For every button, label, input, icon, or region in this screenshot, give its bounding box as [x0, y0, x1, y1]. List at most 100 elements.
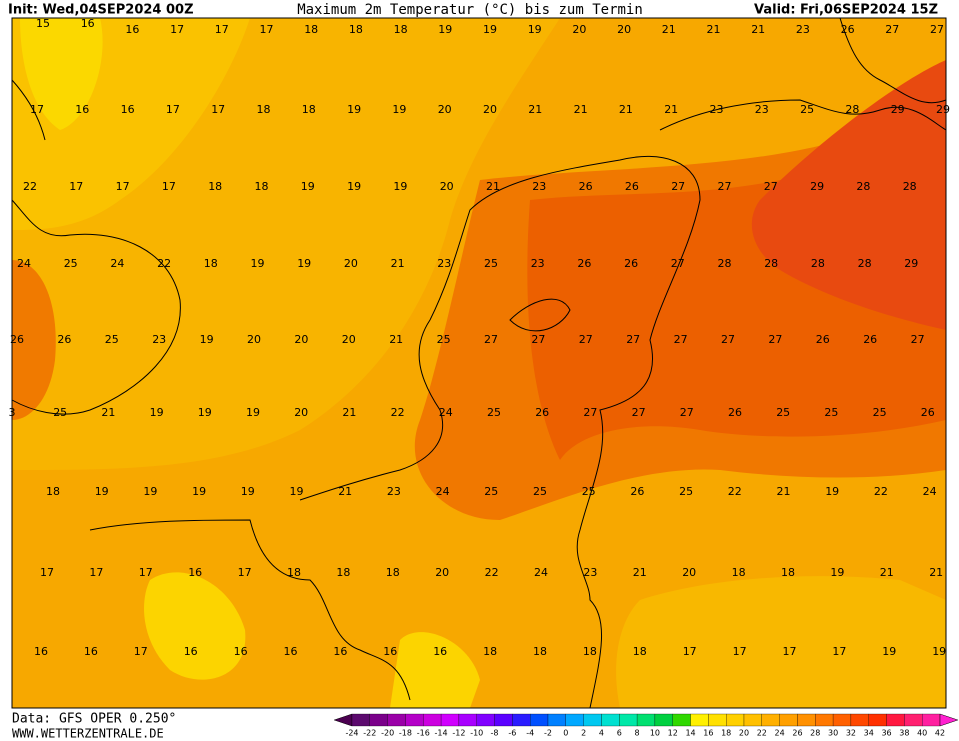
temperature-value: 17: [260, 23, 274, 36]
legend-box: [868, 713, 887, 727]
legend-tick-label: 14: [685, 729, 695, 738]
temperature-value: 27: [911, 333, 925, 346]
temperature-value: 26: [728, 406, 742, 419]
temperature-value: 27: [680, 406, 694, 419]
temperature-value: 16: [184, 645, 198, 658]
temperature-value: 28: [903, 180, 917, 193]
temperature-value: 17: [238, 566, 252, 579]
legend-box: [636, 713, 656, 727]
legend-box: [815, 713, 834, 727]
temperature-value: 17: [89, 566, 103, 579]
temperature-value: 26: [921, 406, 935, 419]
temperature-value: 18: [583, 645, 597, 658]
legend-tick-label: 6: [617, 729, 622, 738]
legend-box: [387, 713, 406, 727]
legend-box: [405, 713, 424, 727]
temperature-value: 17: [211, 103, 225, 116]
temperature-value: 21: [528, 103, 542, 116]
legend-tick-label: -18: [399, 729, 412, 738]
legend-tick-label: -14: [435, 729, 448, 738]
legend-tick-label: -20: [381, 729, 394, 738]
temperature-value: 29: [936, 103, 950, 116]
temperature-value: 26: [535, 406, 549, 419]
legend-tick-label: 8: [635, 729, 640, 738]
temperature-value: 20: [617, 23, 631, 36]
legend-tick-label: 40: [917, 729, 927, 738]
temperature-value: 22: [391, 406, 405, 419]
temperature-value: 16: [81, 17, 95, 30]
temperature-value: 18: [46, 485, 60, 498]
temperature-value: 17: [116, 180, 130, 193]
temperature-value: 21: [633, 566, 647, 579]
legend-tick-label: 10: [650, 729, 660, 738]
legend-tick-label: -6: [508, 729, 516, 738]
temperature-value: 17: [832, 645, 846, 658]
temperature-value: 16: [234, 645, 248, 658]
legend-tick-label: 24: [775, 729, 785, 738]
temperature-value: 21: [391, 257, 405, 270]
temperature-value: 21: [777, 485, 791, 498]
legend-box: [654, 713, 673, 727]
temperature-value: 18: [349, 23, 363, 36]
legend-arrow-high: [939, 713, 959, 727]
legend-tick-label: -22: [363, 729, 376, 738]
temperature-value: 19: [301, 180, 315, 193]
temperature-value: 28: [856, 180, 870, 193]
temperature-value: 20: [294, 406, 308, 419]
temperature-value: 19: [290, 485, 304, 498]
temperature-value: 16: [333, 645, 347, 658]
legend-tick-label: -2: [544, 729, 552, 738]
temperature-value: 19: [347, 103, 361, 116]
temperature-value: 27: [671, 180, 685, 193]
temperature-value: 29: [810, 180, 824, 193]
temperature-value: 16: [75, 103, 89, 116]
data-source: Data: GFS OPER 0.250°: [12, 712, 176, 727]
valid-time: Valid: Fri,06SEP2024 15Z: [754, 3, 938, 18]
temperature-value: 27: [531, 333, 545, 346]
temperature-value: 3: [9, 406, 16, 419]
temperature-value: 20: [440, 180, 454, 193]
temperature-value: 23: [531, 257, 545, 270]
legend-box: [779, 713, 798, 727]
temperature-value: 27: [930, 23, 944, 36]
legend-box: [494, 713, 513, 727]
temperature-value: 21: [662, 23, 676, 36]
legend-box: [690, 713, 709, 727]
temperature-value: 22: [485, 566, 499, 579]
temperature-value: 16: [125, 23, 139, 36]
legend-box: [761, 713, 780, 727]
legend-box: [565, 713, 584, 727]
legend-tick-label: -24: [345, 729, 358, 738]
legend-box: [583, 713, 602, 727]
legend-box: [547, 713, 566, 727]
legend-tick-label: 4: [599, 729, 604, 738]
legend-box: [886, 713, 905, 727]
temperature-value: 16: [383, 645, 397, 658]
temperature-value: 26: [579, 180, 593, 193]
legend-tick-label: 32: [846, 729, 856, 738]
temperature-value: 15: [36, 17, 50, 30]
legend-box: [440, 713, 460, 727]
temperature-value: 23: [152, 333, 166, 346]
temperature-value: 17: [683, 645, 697, 658]
temperature-value: 25: [824, 406, 838, 419]
temperature-value: 27: [579, 333, 593, 346]
temperature-value: 26: [630, 485, 644, 498]
temperature-value: 25: [484, 257, 498, 270]
legend-tick-label: 36: [881, 729, 891, 738]
temperature-value: 28: [811, 257, 825, 270]
temperature-value: 21: [574, 103, 588, 116]
temperature-value: 21: [707, 23, 721, 36]
temperature-value: 18: [208, 180, 222, 193]
temperature-value: 25: [679, 485, 693, 498]
legend-tick-label: 16: [703, 729, 713, 738]
temperature-value: 25: [533, 485, 547, 498]
legend-box: [832, 713, 852, 727]
temperature-value: 21: [664, 103, 678, 116]
temperature-value: 27: [671, 257, 685, 270]
temperature-value: 19: [297, 257, 311, 270]
legend-tick-label: 2: [581, 729, 586, 738]
legend-box: [922, 713, 941, 727]
legend-tick-label: 38: [899, 729, 909, 738]
temperature-value: 25: [873, 406, 887, 419]
